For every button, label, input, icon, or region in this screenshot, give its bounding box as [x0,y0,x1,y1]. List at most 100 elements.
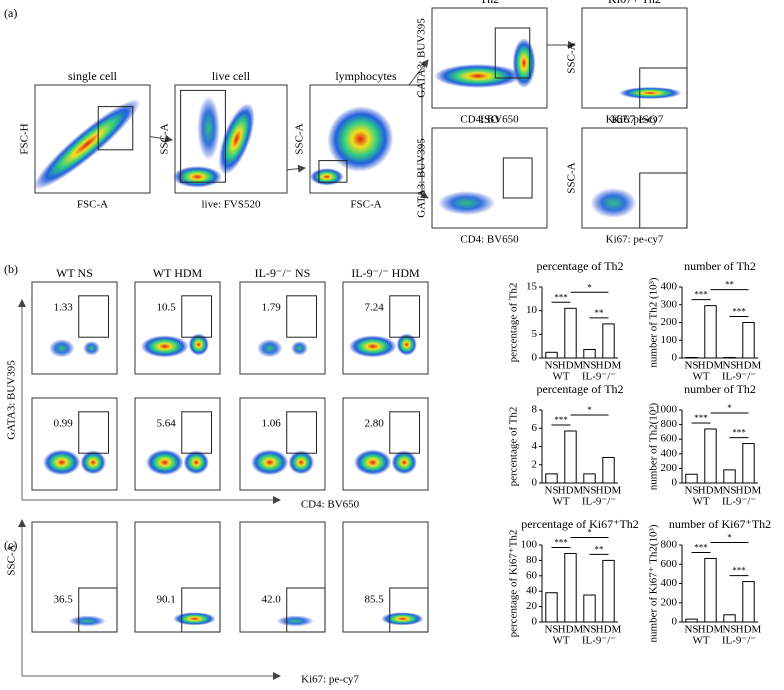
panel-label: (c) [4,538,17,552]
bar [742,443,755,484]
x-tick-label: HDM [558,360,584,372]
gate [318,160,348,183]
x-label: Ki67: pe-cy7 [606,234,664,246]
group-label: IL-9⁻/⁻ [582,496,616,508]
gate [97,106,134,151]
plot-title: WT NS [56,266,93,280]
y-label: SSC-A [159,123,171,154]
density [310,168,344,186]
x-tick-label: HDM [736,360,762,372]
y-tick-label: 400 [661,577,678,589]
density [183,450,209,475]
plot-title: ISO [480,112,500,126]
x-label: FSC-A [77,199,108,211]
group-label: WT [692,635,709,647]
sig-label: ** [725,280,735,290]
x-tick-label: NS [722,485,736,497]
gate [639,172,688,229]
y-tick-label: 400 [661,447,678,459]
y-label: SSC-A [6,544,18,575]
x-tick-label: HDM [698,485,724,497]
gate [180,89,226,183]
chart-title: percentage of Ki67⁺Th2 [521,517,639,531]
density [80,450,106,475]
flow-frame [342,397,429,491]
y-tick-label: 0 [532,352,538,364]
y-label: GATA3: BUV395 [6,360,18,440]
gate [389,411,420,454]
gate-value: 1.06 [262,417,282,429]
group-label: WT [552,371,569,383]
gate-value: 90.1 [157,594,176,606]
sig-label: * [587,282,592,292]
y-tick-label: 60 [526,569,538,581]
gate-value: 10.5 [157,301,177,313]
x-tick-label: NS [544,485,558,497]
gate [286,295,317,338]
y-tick-label: 800 [661,539,678,551]
bar [723,356,736,359]
x-tick-label: NS [582,624,596,636]
gate [389,587,429,633]
x-tick-label: NS [582,485,596,497]
flow-frame [342,281,429,375]
sig-label: *** [694,543,708,553]
plot-title: WT HDM [153,266,203,280]
gate-value: 36.5 [54,594,74,606]
y-tick-label: 600 [661,433,678,445]
chart-title: percentage of Th2 [536,259,623,273]
x-tick-label: HDM [698,624,724,636]
sig-label: *** [732,566,746,576]
chart-title: number of Th2 [684,382,756,396]
plot-title: Th2 [480,0,499,6]
sig-label: *** [694,290,708,300]
y-tick-label: 0 [672,477,678,489]
y-tick-label: 0 [672,352,678,364]
x-label: live: FVS520 [202,199,261,211]
density [327,106,394,172]
bar [704,557,717,623]
bar [685,618,698,623]
x-tick-label: HDM [558,485,584,497]
flow-frame [239,521,326,633]
sig-label: * [587,405,592,415]
density [251,449,289,476]
group-label: IL-9⁻/⁻ [722,496,756,508]
y-label: SSC-A [566,162,578,193]
y-tick-label: 100 [521,539,538,551]
density [434,64,522,88]
density [33,98,141,190]
group-label: WT [552,635,569,647]
density [68,615,106,627]
gate-value: 5.64 [157,417,177,429]
x-tick-label: HDM [596,360,622,372]
flow-frame [134,281,221,375]
plot-title: IL-9⁻/⁻ NS [255,266,311,280]
flow-frame [431,127,548,229]
y-tick-label: 5 [532,328,538,340]
y-tick-label: 4 [532,440,538,452]
sig-label: * [587,528,592,538]
y-tick-label: 200 [661,462,678,474]
y-tick-label: 2 [532,458,538,470]
bar [583,348,596,359]
y-tick-label: 400 [661,281,678,293]
bar [723,469,736,484]
sig-label: *** [554,538,568,548]
x-tick-label: NS [684,360,698,372]
y-label: percentage of Th2 [508,283,520,363]
flow-frame [31,521,118,633]
chart-title: number of Th2 [684,259,756,273]
x-tick-label: HDM [596,485,622,497]
gate [78,587,118,633]
bar [564,307,577,359]
y-label: SSC-A [294,123,306,154]
y-tick-label: 0 [532,616,538,628]
y-label: FSC-H [19,123,31,154]
x-label: CD4: BV650 [460,114,519,126]
density [396,333,417,356]
sig-label: *** [554,292,568,302]
gate-value: 1.33 [54,301,74,313]
x-label: FSC-A [350,199,381,211]
